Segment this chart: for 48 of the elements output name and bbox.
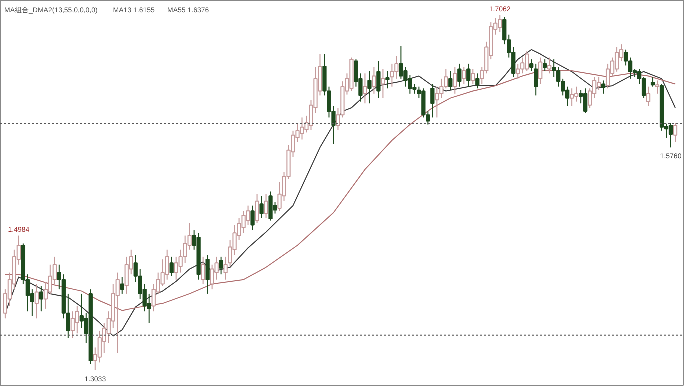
candlestick xyxy=(381,68,386,99)
candlestick xyxy=(574,86,579,102)
candlestick xyxy=(219,256,224,276)
candlestick xyxy=(372,66,376,94)
candlestick xyxy=(250,205,255,232)
candlestick xyxy=(583,88,588,114)
candlestick xyxy=(458,63,462,88)
candlestick xyxy=(75,306,80,334)
candlestick xyxy=(430,84,435,118)
candlestick xyxy=(601,80,606,94)
candlestick xyxy=(476,73,480,90)
candlestick xyxy=(596,76,602,91)
candlestick xyxy=(435,86,440,118)
candlestick xyxy=(368,70,372,104)
candlestick xyxy=(201,256,206,285)
candlestick xyxy=(552,59,556,78)
candlestick xyxy=(466,63,471,88)
candlestick xyxy=(448,70,453,91)
candlestick xyxy=(386,70,390,90)
candlestick xyxy=(650,76,656,88)
candlestick xyxy=(606,63,610,90)
candlestick xyxy=(534,63,538,96)
candlestick xyxy=(530,59,534,72)
candlestick xyxy=(614,46,620,72)
candlestick xyxy=(570,88,574,107)
candlestick xyxy=(206,254,210,294)
candlestick xyxy=(376,60,381,99)
candlestick xyxy=(363,73,368,104)
candlestick xyxy=(543,59,548,72)
candlestick xyxy=(453,66,458,94)
candlestick xyxy=(655,80,660,94)
candlestick xyxy=(516,63,520,80)
candlestick xyxy=(147,293,152,324)
candlestick xyxy=(120,276,124,294)
candlestick xyxy=(116,272,120,354)
candlestick xyxy=(39,286,44,312)
candlestick xyxy=(260,196,264,219)
candlestick xyxy=(668,122,674,148)
candlestick xyxy=(255,194,260,224)
candlestick xyxy=(34,284,39,320)
candlestick xyxy=(673,122,678,143)
candlestick xyxy=(264,194,268,219)
candlestick xyxy=(538,57,543,85)
candlestick xyxy=(462,66,466,85)
candlestick xyxy=(170,256,174,277)
candlestick xyxy=(548,57,552,74)
candlestick xyxy=(471,68,476,85)
candlestick xyxy=(646,86,651,107)
